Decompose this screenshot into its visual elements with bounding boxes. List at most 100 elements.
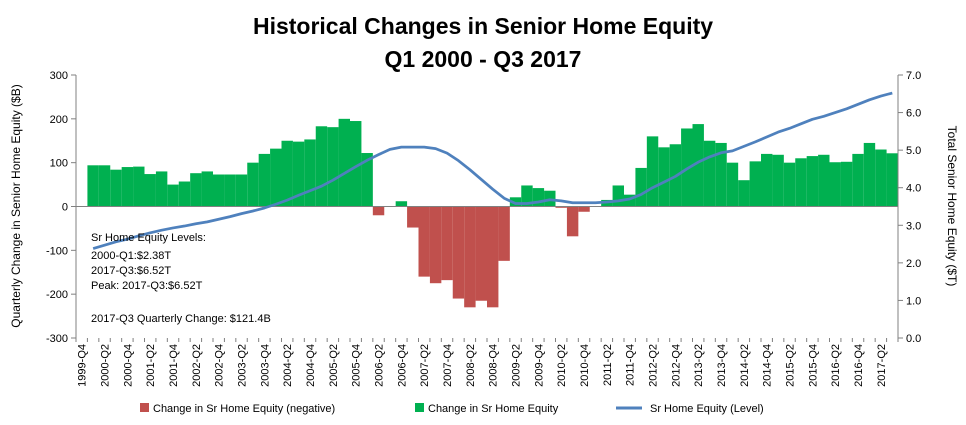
annotation-text: 2000-Q1:$2.38T [91,250,171,262]
bar-negative [498,206,510,261]
bar-positive [281,140,293,207]
annotation-text: 2017-Q3 Quarterly Change: $121.4B [91,313,271,325]
x-tick-label: 2013-Q4 [716,344,728,387]
bar-positive [783,162,796,207]
bar-positive [875,149,887,207]
bar-positive [658,147,670,207]
bar-positive [635,167,647,207]
bar-positive [749,161,761,207]
left-tick-label: -100 [46,245,68,257]
bar-positive [795,158,807,207]
annotation-text: Sr Home Equity Levels: [91,232,206,244]
x-tick-label: 2009-Q4 [533,344,545,387]
bar-positive [852,153,864,207]
bar-positive [178,181,191,207]
chart-title: Historical Changes in Senior Home Equity [253,13,713,39]
x-tick-label: 2012-Q2 [648,344,660,387]
bar-positive [167,184,179,207]
right-tick-label: 6.0 [906,108,921,120]
bar-positive [863,142,876,207]
bar-positive [738,180,750,207]
bar-positive [224,174,236,207]
x-tick-label: 2014-Q4 [762,344,774,387]
chart-subtitle: Q1 2000 - Q3 2017 [385,46,582,72]
bar-positive [315,126,328,207]
x-tick-label: 2010-Q2 [556,344,568,387]
bar-positive [624,194,636,207]
bar-positive [98,165,111,207]
right-tick-label: 5.0 [906,145,921,157]
level-line [92,91,893,250]
legend-swatch [140,403,149,412]
annotation-text: Peak: 2017-Q3:$6.52T [91,280,203,292]
right-tick-label: 2.0 [906,258,921,270]
right-tick-label: 3.0 [906,220,921,232]
x-tick-label: 2013-Q2 [693,344,705,387]
x-tick-label: 2000-Q2 [100,344,112,387]
bar-negative [578,206,590,212]
bar-positive [121,167,134,207]
bar-positive [840,161,853,207]
bar-negative [418,206,430,277]
bar-positive [350,121,362,207]
bar-positive [292,141,305,207]
bar-positive [133,166,145,207]
bars-group [87,118,898,308]
x-tick-label: 2008-Q4 [488,344,500,387]
bar-negative [555,206,567,208]
x-tick-label: 2007-Q2 [419,344,431,387]
x-tick-label: 2002-Q2 [191,344,203,387]
legend: Change in Sr Home Equity (negative) Chang… [140,403,764,415]
line-group [92,91,893,250]
bar-positive [646,136,659,207]
bar-positive [235,174,248,207]
x-tick-label: 2016-Q4 [853,344,865,387]
bar-positive [886,153,898,207]
left-tick-label: 100 [50,158,68,170]
bar-positive [155,171,168,207]
legend-label: Change in Sr Home Equity (negative) [153,403,335,415]
bar-negative [566,206,579,237]
bar-positive [110,169,122,207]
bar-positive [703,140,716,207]
x-tick-label: 2011-Q2 [602,344,614,386]
bar-positive [395,201,408,207]
left-tick-label: 0 [62,202,68,214]
x-tick-label: 2000-Q4 [122,344,134,387]
x-tick-label: 2004-Q2 [282,344,294,387]
x-tick-label: 2001-Q4 [168,344,180,387]
bar-positive [190,173,202,207]
bar-positive [361,153,373,207]
bar-positive [338,118,350,207]
bar-positive [144,174,156,207]
x-tick-label: 2009-Q2 [511,344,523,387]
bar-positive [761,153,773,207]
legend-swatch [415,403,424,412]
x-tick-label: 2008-Q2 [465,344,477,387]
x-tick-label: 2007-Q4 [442,344,454,387]
x-tick-label: 2012-Q4 [670,344,682,387]
bar-negative [452,206,465,299]
bar-positive [521,185,533,207]
x-tick-label: 2016-Q2 [830,344,842,387]
bar-negative [475,206,487,301]
legend-label: Sr Home Equity (Level) [650,403,764,415]
axes-group: 300 200 100 0 -100 -200 -300 7.0 6.0 5.0 4.0 3.0 2.0… [46,70,921,387]
bar-positive [201,171,213,207]
bar-positive [247,162,259,207]
bar-positive [715,142,727,207]
annotation-text: 2017-Q3:$6.52T [91,265,171,277]
bar-negative [441,206,453,281]
x-tick-label: 2010-Q4 [579,344,591,387]
bar-positive [726,162,739,207]
bar-positive [829,162,841,207]
bar-negative [372,206,385,216]
left-tick-label: 300 [50,70,68,82]
bar-positive [213,174,225,207]
bar-negative [464,206,476,308]
bar-negative [429,206,442,284]
bar-positive [818,154,830,207]
x-tick-label: 2015-Q4 [807,344,819,387]
